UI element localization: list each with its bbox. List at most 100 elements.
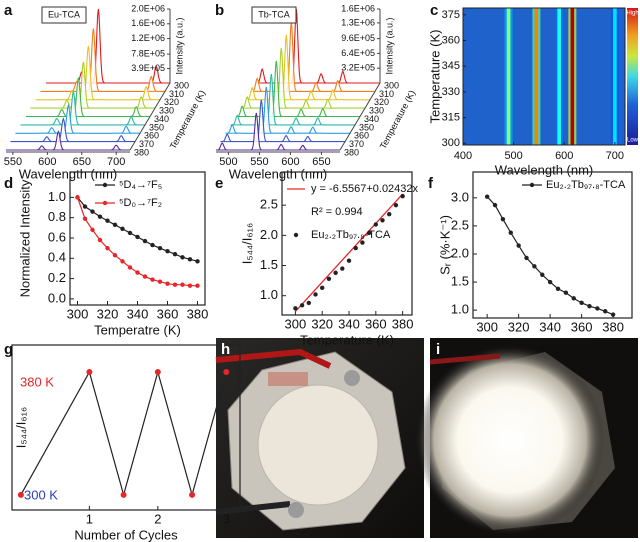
data-point bbox=[387, 212, 392, 217]
z-tick-label: 380 bbox=[134, 147, 149, 157]
y-tick-label: 6.4E+05 bbox=[341, 48, 375, 58]
x-tick-label: 320 bbox=[508, 319, 530, 334]
spectrum bbox=[20, 91, 146, 126]
data-point bbox=[508, 230, 513, 235]
z-tick-label: 300 bbox=[384, 80, 399, 90]
y-tick-label: 2.0E+06 bbox=[131, 3, 165, 13]
z-tick-label: 360 bbox=[354, 131, 369, 141]
x-tick-label: 600 bbox=[281, 156, 299, 168]
heatmap-band bbox=[506, 8, 511, 145]
x-tick-label: 500 bbox=[504, 150, 522, 162]
legend-label: ⁵D₄→⁷F₅ bbox=[119, 179, 162, 191]
y-tick-label: 0.0 bbox=[48, 290, 66, 305]
data-point bbox=[120, 226, 125, 232]
title-box bbox=[251, 6, 297, 24]
y-tick-label: 1.3E+06 bbox=[341, 17, 375, 27]
y-tick-label: 1.5 bbox=[260, 257, 278, 272]
data-point bbox=[500, 216, 506, 222]
x-tick-label: 650 bbox=[312, 156, 330, 168]
data-point bbox=[120, 491, 127, 498]
data-point bbox=[532, 264, 537, 269]
data-point bbox=[484, 194, 490, 199]
data-point bbox=[540, 272, 545, 277]
panel-label: b bbox=[215, 2, 224, 19]
spectrum bbox=[216, 112, 340, 151]
data-point bbox=[154, 369, 161, 376]
x-tick-label: 700 bbox=[606, 150, 624, 162]
heatmap-band bbox=[534, 8, 539, 145]
data-point bbox=[360, 240, 365, 245]
data-point bbox=[157, 279, 163, 284]
legend-label: y = -6.5567+0.02432x bbox=[311, 183, 419, 195]
z-tick-label: 350 bbox=[359, 122, 374, 132]
heatmap-band bbox=[613, 8, 617, 145]
y-tick-label: 3.2E+05 bbox=[341, 63, 375, 73]
spectrum bbox=[26, 77, 150, 118]
panel-label: f bbox=[428, 175, 434, 192]
data-point bbox=[189, 491, 196, 498]
data-point bbox=[595, 306, 600, 311]
y-axis-label: I₅₄₄/I₆₁₆ bbox=[13, 407, 28, 449]
z-tick-label: 310 bbox=[169, 89, 184, 99]
data-point bbox=[180, 282, 185, 287]
spectrum bbox=[230, 73, 356, 126]
frame bbox=[462, 7, 626, 146]
y-tick-label: 2.0 bbox=[260, 227, 278, 242]
panel-label: a bbox=[4, 2, 13, 19]
photo-h bbox=[215, 338, 424, 538]
y-tick-label: 300 bbox=[442, 137, 460, 149]
data-point bbox=[150, 277, 155, 282]
panel-label: h bbox=[221, 341, 230, 358]
photo-i bbox=[415, 338, 638, 538]
data-point bbox=[346, 258, 352, 263]
data-point bbox=[165, 281, 170, 286]
y-axis-label: I₅₄₄/I₆₁₆ bbox=[239, 223, 254, 265]
legend-label: Eu₂.₂Tb₉₇.₈-TCA bbox=[311, 229, 391, 241]
z-tick-label: 320 bbox=[374, 97, 389, 107]
y-tick-label: 360 bbox=[442, 34, 460, 46]
z-tick-label: 320 bbox=[164, 97, 179, 107]
x-axis-label: Wavelength (nm) bbox=[229, 166, 328, 181]
legend-label: Eu₂.₂Tb₉₇.₈-TCA bbox=[546, 179, 626, 191]
colorbar-label: High bbox=[626, 11, 638, 17]
x-tick-label: 1 bbox=[86, 511, 93, 526]
y-axis-label: Sᵣ (%·K⁻¹) bbox=[437, 215, 452, 275]
x-tick-label: 360 bbox=[365, 316, 387, 331]
x-axis-label: Number of Cycles bbox=[74, 527, 178, 542]
data-point bbox=[157, 245, 163, 251]
y-tick-label: 315 bbox=[442, 112, 460, 124]
data-point bbox=[393, 202, 399, 208]
data-point bbox=[105, 245, 110, 251]
y-tick-label: 2.5 bbox=[451, 217, 469, 232]
data-point bbox=[571, 296, 576, 301]
frame bbox=[472, 171, 633, 319]
y-tick-label: 1.0 bbox=[451, 302, 469, 317]
y-tick-label: 1.0 bbox=[260, 287, 278, 302]
data-point bbox=[187, 257, 193, 262]
z-tick-label: 370 bbox=[139, 139, 154, 149]
y-axis-label: Intensity (a.u.) bbox=[384, 17, 394, 74]
data-point bbox=[293, 306, 298, 311]
z-axis bbox=[129, 82, 171, 151]
panel-label: e bbox=[215, 175, 223, 192]
x-tick-label: 600 bbox=[555, 150, 573, 162]
heatmap-background bbox=[463, 8, 625, 145]
x-tick-label: 700 bbox=[107, 156, 125, 168]
heatmap-band bbox=[557, 8, 561, 145]
x-tick-label: 400 bbox=[454, 150, 472, 162]
z-tick-label: 300 bbox=[174, 80, 189, 90]
series-line bbox=[20, 369, 227, 498]
data-point bbox=[400, 193, 405, 199]
data-point bbox=[127, 230, 133, 236]
data-point bbox=[97, 214, 103, 219]
z-tick-label: 330 bbox=[159, 106, 174, 116]
data-point bbox=[90, 209, 95, 214]
annotation: 380 K bbox=[20, 374, 54, 389]
x-axis-label: Temperature (K) bbox=[506, 335, 600, 350]
z-tick-label: 380 bbox=[344, 147, 359, 157]
x-tick-label: 360 bbox=[157, 306, 179, 321]
legend-marker bbox=[529, 182, 535, 188]
x-tick-label: 380 bbox=[187, 306, 209, 321]
colorbar-label: Low bbox=[627, 138, 639, 144]
data-point bbox=[603, 309, 608, 314]
